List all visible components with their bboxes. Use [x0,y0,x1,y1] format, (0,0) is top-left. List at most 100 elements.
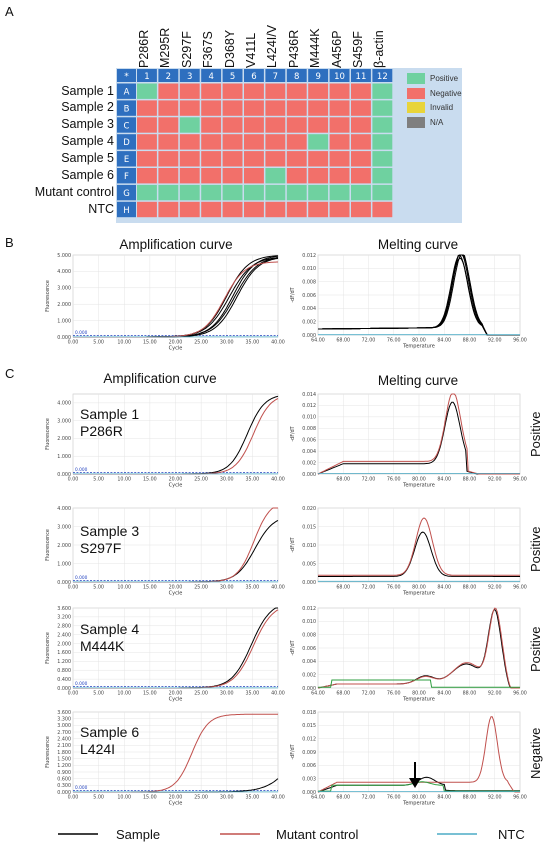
x-tick-label: 20.00 [169,340,183,346]
plate-well [329,201,350,218]
arrow-head [409,778,421,788]
chart-svg: 0.000 0.005 0.010 0.015 0.020 68.00 72.00 76.00… [290,506,527,597]
y-tick-label: 1.600 [57,650,71,656]
plate-well [372,83,393,99]
y-axis-label: -dF/dT [290,744,296,759]
y-tick-label: 0.300 [57,783,71,789]
plate-row-letter-cell [117,83,136,99]
legend-swatch [407,102,425,113]
legend-label: N/A [430,117,444,127]
x-tick-label: 72.00 [362,338,376,344]
x-tick-label: 84.00 [437,691,451,697]
plate-well [265,168,286,184]
threshold-label: 0.000 [75,681,88,687]
x-tick-label: 5.00 [93,340,104,346]
x-tick-label: 72.00 [362,585,376,591]
legend-swatch [407,73,425,84]
plate-well [286,83,307,99]
y-axis-label: -dF/dT [290,537,296,552]
plate-col-number-cell [308,69,329,82]
plate-well [372,168,393,184]
series-line [318,679,520,688]
y-tick-label: 0.004 [302,306,316,312]
x-tick-label: 40.00 [271,585,285,591]
x-tick-label: 92.00 [488,691,502,697]
y-tick-label: 3.600 [57,606,71,612]
y-tick-label: 2.700 [57,730,71,736]
plate-well [308,117,329,133]
x-tick-label: 15.00 [143,795,157,801]
plate-well [158,83,179,99]
legend-label: Negative [430,88,462,98]
panel-b-letter: B [5,235,14,250]
y-tick-label: 4.000 [57,506,71,512]
x-tick-label: 72.00 [362,477,376,483]
y-tick-label: 0.010 [302,415,316,421]
y-tick-label: 2.000 [57,302,71,308]
plate-well [137,134,157,150]
y-tick-label: 1.000 [57,561,71,567]
result-label: Positive [528,411,543,457]
plate-well [286,100,307,116]
plate-row-letter: G [123,189,130,199]
y-tick-label: 3.000 [57,286,71,292]
result-label: Negative [528,727,543,779]
x-tick-label: 76.00 [387,795,401,801]
plate-well [286,151,307,167]
row-label: Sample 6 [61,168,114,182]
plate-well [372,151,393,167]
plate-well [158,117,179,133]
y-axis-label: Fluorescence [45,280,51,312]
threshold-label: 0.000 [75,575,88,581]
y-tick-label: 1.000 [57,454,71,460]
x-tick-label: 88.00 [463,691,477,697]
y-axis-label: -dF/dT [290,287,296,302]
plate-well [158,134,179,150]
series-line [317,393,520,475]
x-tick-label: 35.00 [246,585,260,591]
plate-row-letter: F [124,172,129,182]
plate-well [286,134,307,150]
plate-col-number-cell [137,69,157,82]
plate-well [137,83,157,99]
column-header: M295R [158,27,173,68]
series-line [318,781,520,792]
row-label: Sample 4 [61,134,114,149]
plate-col-number-cell [179,69,200,82]
x-tick-label: 10.00 [117,691,131,697]
x-tick-label: 15.00 [143,691,157,697]
plate-well [308,83,329,99]
chart-svg: 0.000 0.002 0.004 0.006 0.008 0.010 0.012 64.00… [290,606,527,703]
plate-row-letter: A [124,88,130,98]
y-tick-label: 0.400 [57,677,71,683]
plate-well [179,117,200,133]
y-tick-label: 0.010 [302,619,316,625]
x-tick-label: 25.00 [194,585,208,591]
x-tick-label: 20.00 [169,795,183,801]
y-tick-label: 0.002 [302,460,316,466]
plate-well [286,201,307,218]
y-tick-label: 0.008 [302,279,316,285]
y-tick-label: 0.006 [302,646,316,652]
plate-well [137,151,157,167]
legend-label: Positive [430,74,459,83]
row-label: NTC [88,201,114,216]
x-tick-label: 80.00 [412,477,426,483]
plate-well [351,168,371,184]
plate-col-number: 6 [251,72,256,82]
plate-well [201,151,222,167]
plate-well [265,83,286,99]
panel-c-melt-title: Melting curve [377,373,459,388]
plate-well [329,168,350,184]
row-label: Sample 2 [61,100,114,115]
y-tick-label: 0.002 [302,319,316,325]
plate-well [308,134,329,150]
plate-well [265,201,286,218]
x-tick-label: 0.00 [68,477,79,483]
x-tick-label: 35.00 [246,691,260,697]
plate-row-letter: C [124,121,130,131]
plate-well [308,201,329,218]
plate-col-number: 11 [356,72,367,82]
plate-col-number-cell [222,69,243,82]
panel-b-melt-title: Melting curve [377,237,459,252]
